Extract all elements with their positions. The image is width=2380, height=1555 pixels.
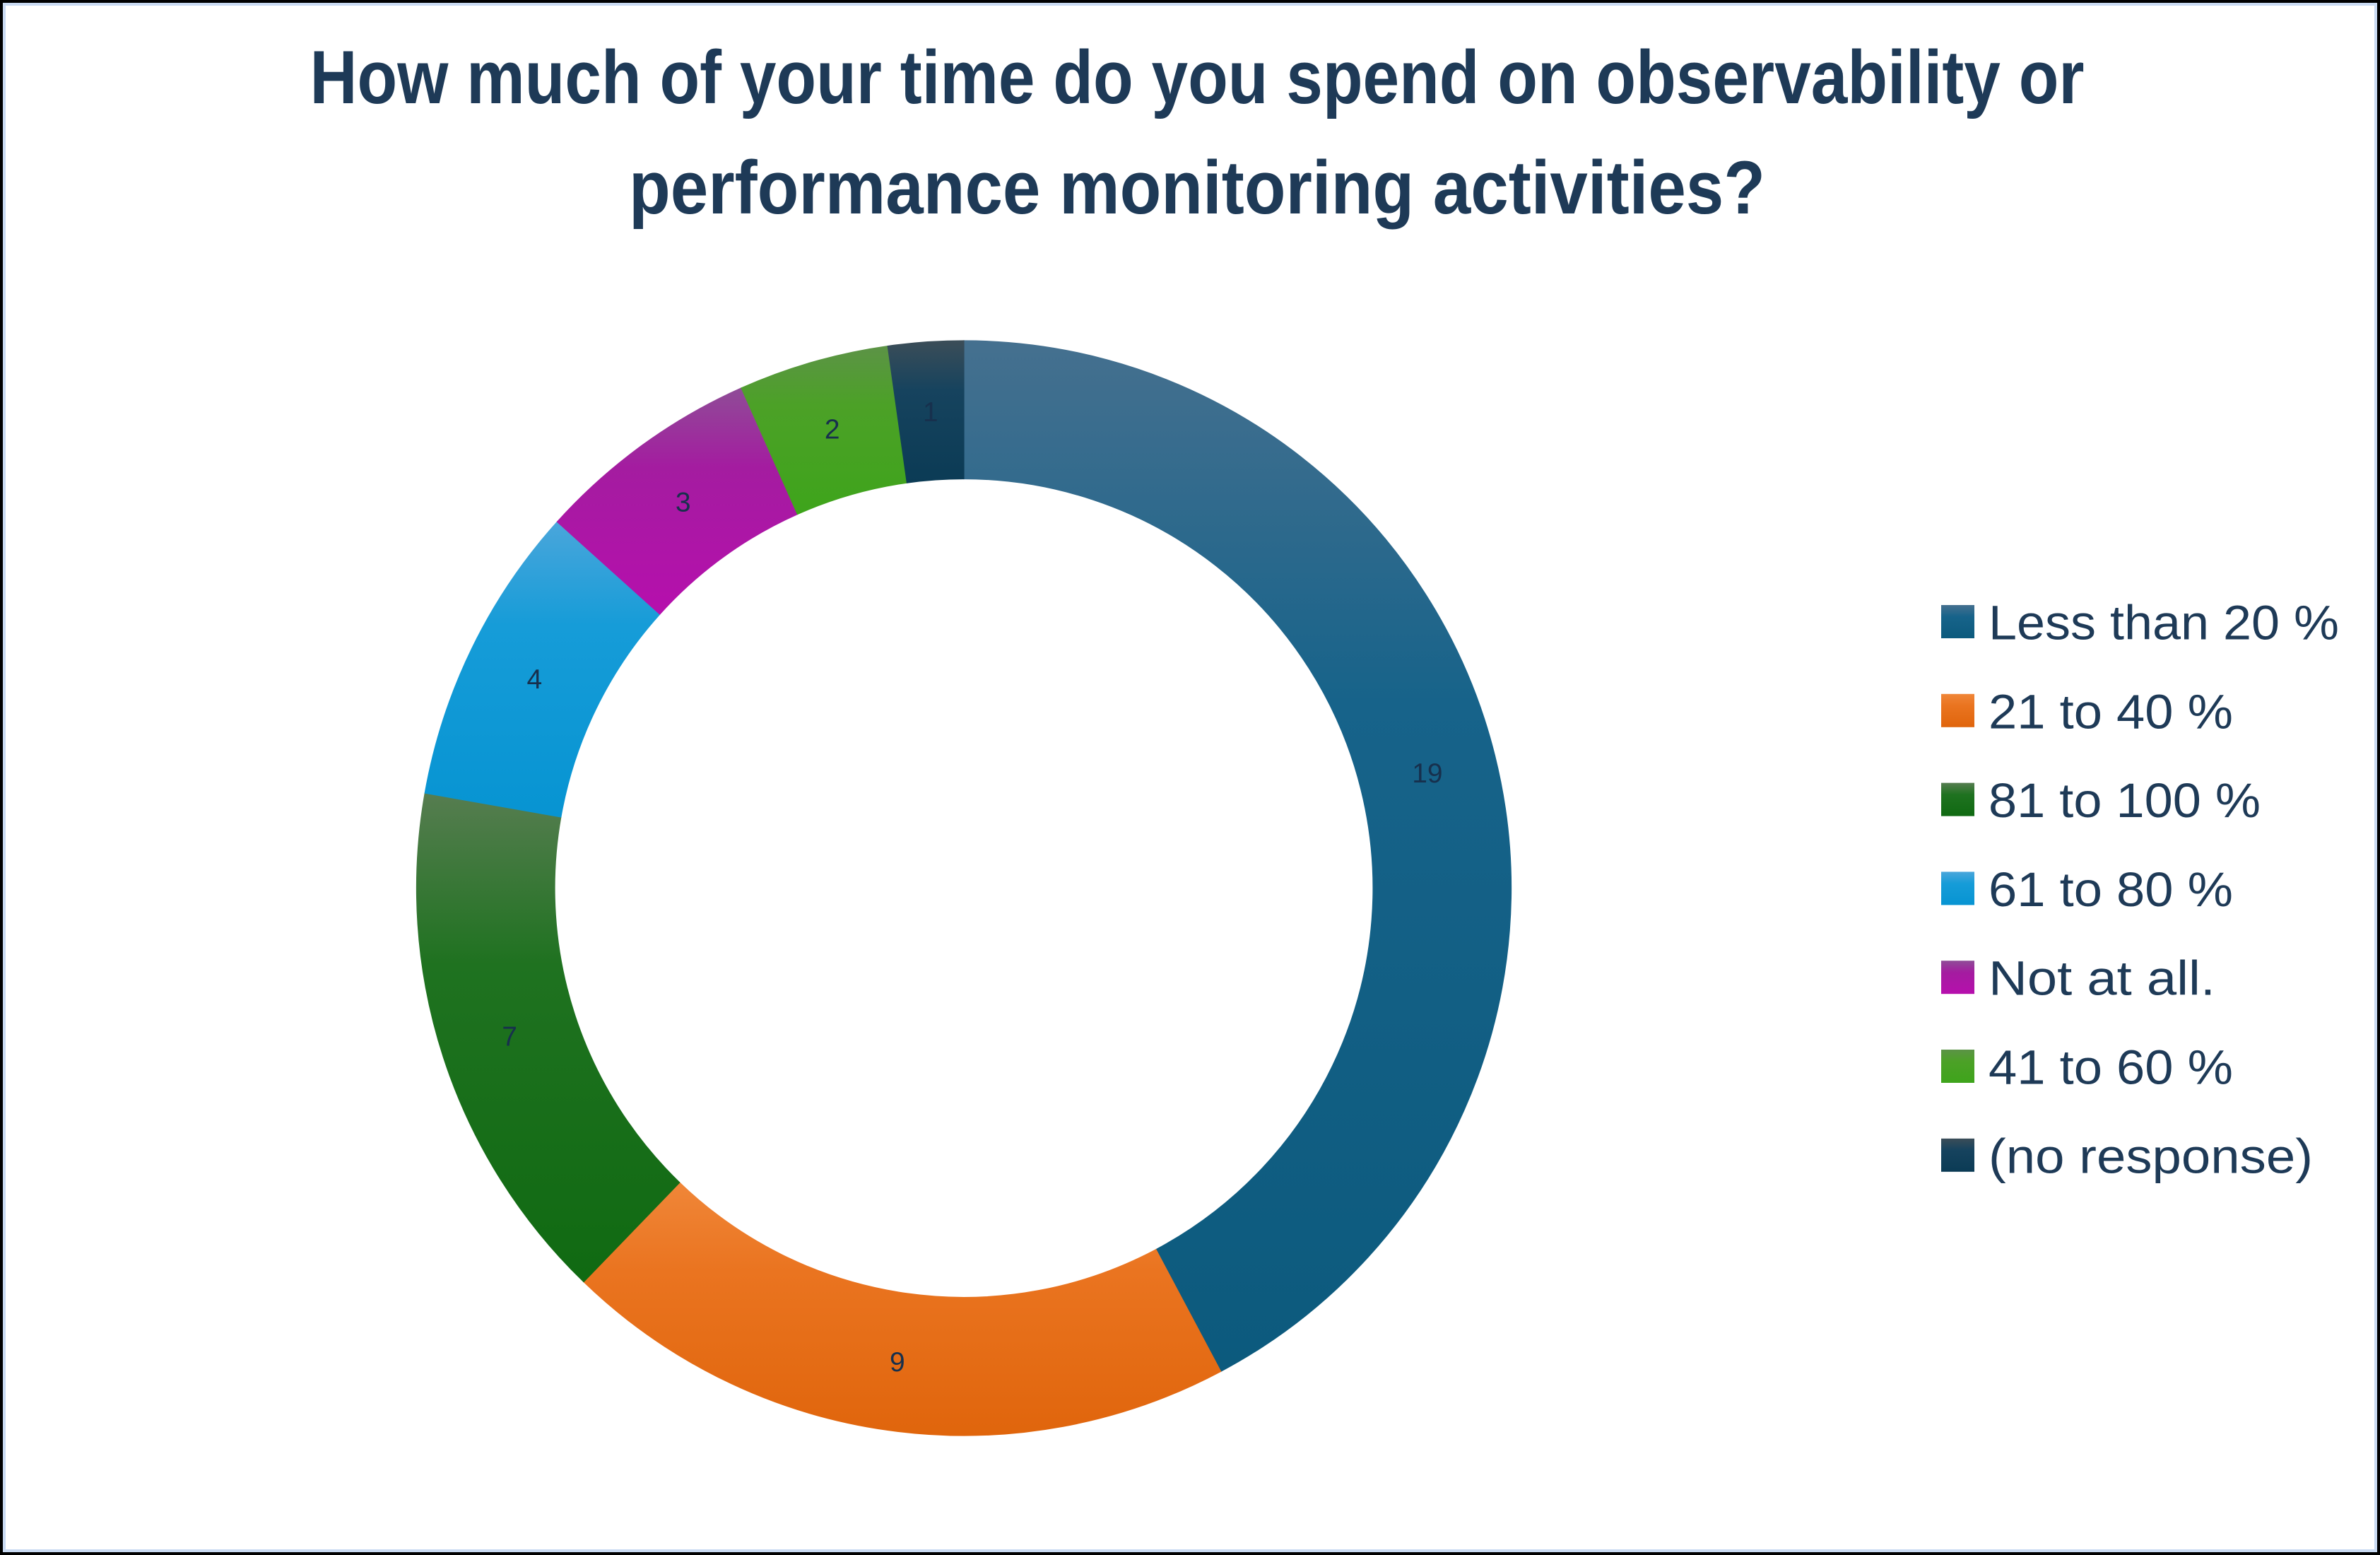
svg-text:4: 4 bbox=[527, 664, 543, 695]
svg-text:41 to 60 %: 41 to 60 % bbox=[1989, 1040, 2233, 1095]
svg-text:21 to 40 %: 21 to 40 % bbox=[1989, 684, 2233, 739]
svg-text:61 to 80 %: 61 to 80 % bbox=[1989, 862, 2233, 917]
svg-text:9: 9 bbox=[890, 1347, 905, 1378]
svg-text:7: 7 bbox=[502, 1021, 517, 1052]
svg-text:2: 2 bbox=[825, 415, 840, 445]
svg-text:1: 1 bbox=[923, 397, 938, 428]
svg-text:performance monitoring activit: performance monitoring activities? bbox=[629, 145, 1765, 230]
svg-text:(no response): (no response) bbox=[1989, 1129, 2313, 1183]
svg-text:81 to 100 %: 81 to 100 % bbox=[1989, 773, 2261, 828]
svg-text:19: 19 bbox=[1412, 758, 1442, 789]
svg-text:How much of your time do you s: How much of your time do you spend on ob… bbox=[310, 35, 2085, 119]
svg-text:3: 3 bbox=[676, 488, 691, 518]
svg-text:Not at all.: Not at all. bbox=[1989, 951, 2215, 1006]
svg-text:Less than 20 %: Less than 20 % bbox=[1989, 596, 2339, 650]
